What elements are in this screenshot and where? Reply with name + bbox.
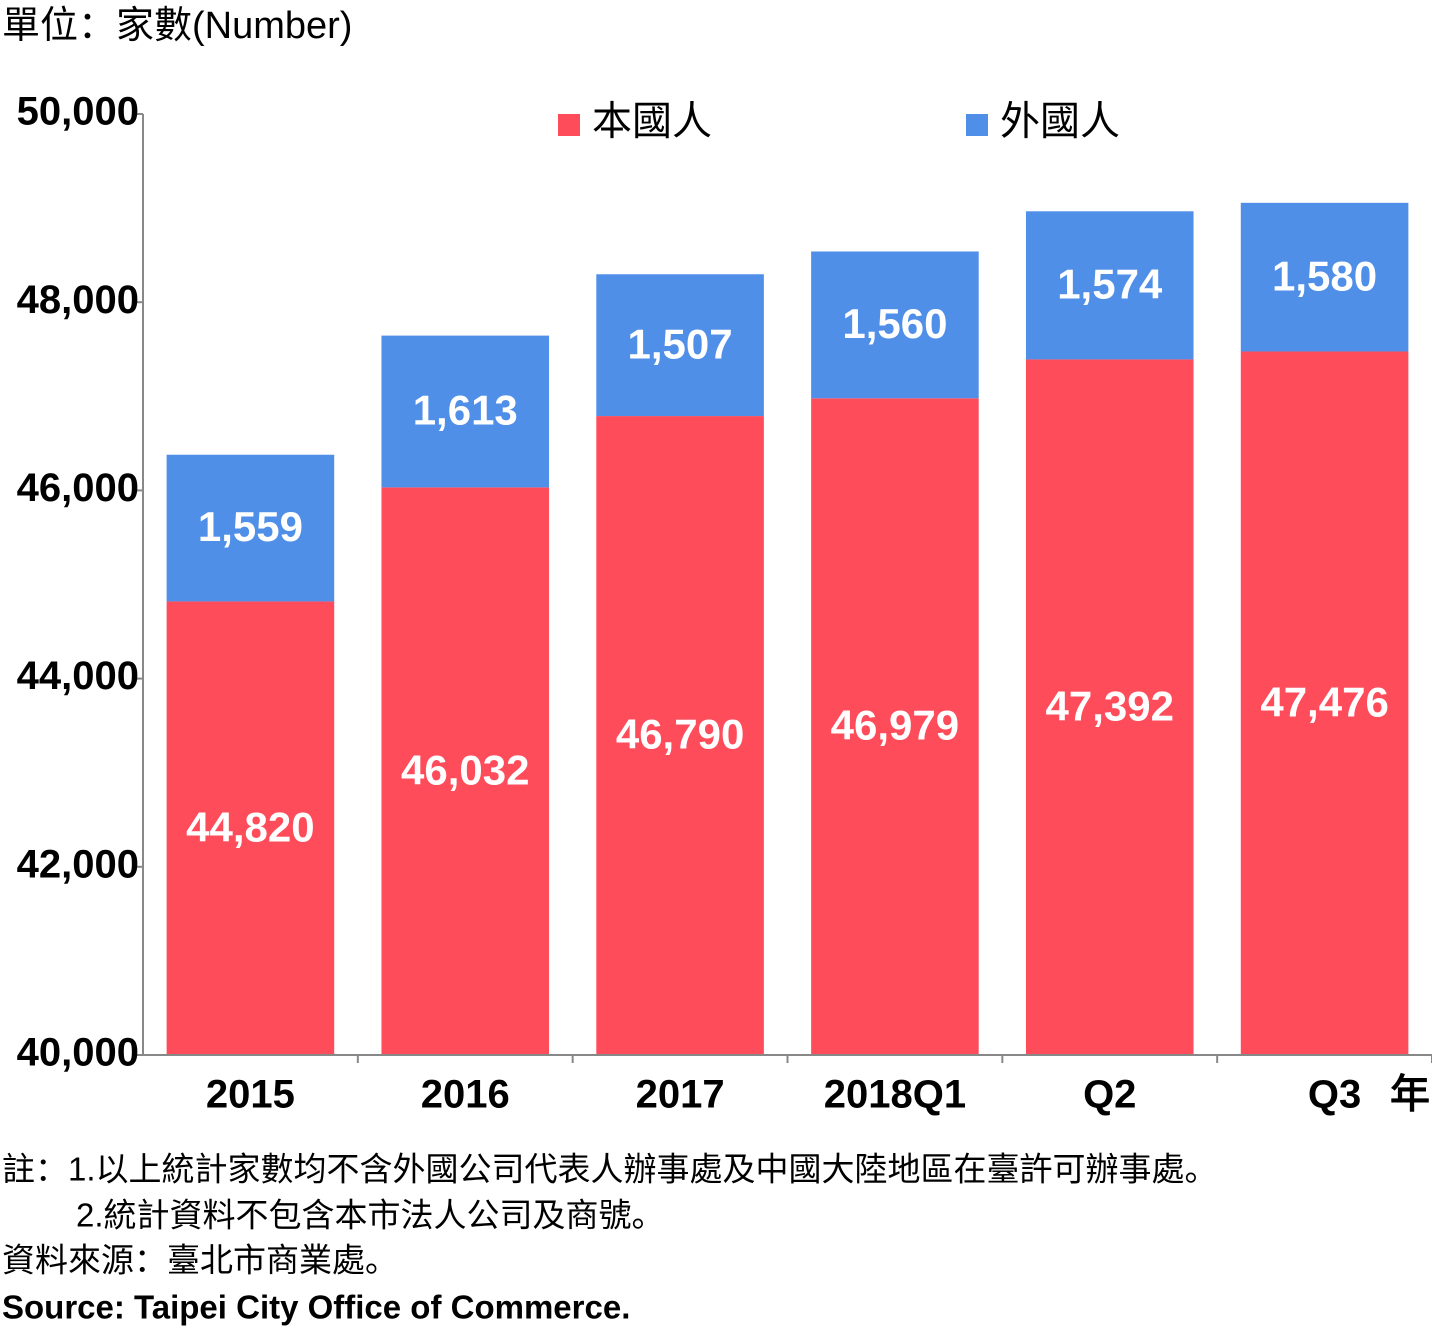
source: Source: Taipei City Office of Commerce. (2, 1289, 630, 1326)
y-tick-label: 46,000 (17, 466, 139, 510)
x-tick-label: Q3 (1308, 1073, 1361, 1117)
y-tick-label: 44,000 (17, 654, 139, 698)
bar-segment (381, 335, 550, 488)
y-tick-label: 40,000 (17, 1031, 139, 1075)
y-tick-label: 50,000 (17, 90, 139, 134)
x-tick-label: Q2 (1083, 1073, 1136, 1117)
bar-segment (1240, 202, 1409, 352)
bar-segment (166, 454, 335, 602)
x-tick-label: 2017 (636, 1073, 725, 1117)
bar-segment (1025, 211, 1194, 360)
data-label: 47,476 (1260, 678, 1388, 725)
x-tick-label: 2016 (421, 1073, 510, 1117)
bar-segment (1025, 359, 1194, 1055)
legend-swatch (966, 114, 988, 136)
y-tick-label: 48,000 (17, 278, 139, 322)
data-label: 44,820 (186, 803, 314, 850)
data-label: 1,580 (1272, 252, 1377, 299)
data-label: 1,560 (842, 300, 947, 347)
y-tick-label: 42,000 (17, 842, 139, 886)
bar-segment (381, 487, 550, 1055)
note: 註：1.以上統計家數均不含外國公司代表人辦事處及中國大陸地區在臺許可辦事處。 (2, 1151, 1218, 1188)
legend-label: 本國人 (592, 100, 712, 144)
legend-label: 外國人 (1000, 100, 1120, 144)
data-label: 46,032 (401, 746, 529, 793)
x-tick-label: 2018Q1 (824, 1073, 966, 1117)
data-label: 1,574 (1057, 260, 1163, 307)
bar-segment (811, 398, 979, 1055)
source: 資料來源：臺北市商業處。 (2, 1242, 398, 1279)
data-label: 1,507 (628, 320, 733, 367)
note: 2.統計資料不包含本市法人公司及商號。 (76, 1197, 665, 1234)
x-tick-label: 2015 (206, 1073, 295, 1117)
bar-segment (1240, 351, 1409, 1055)
data-label: 1,559 (198, 503, 303, 550)
legend-swatch (558, 114, 580, 136)
bar-segment (596, 416, 764, 1055)
bar-segment (811, 251, 979, 399)
data-label: 46,979 (831, 702, 959, 749)
x-axis-label: 年 (1390, 1073, 1430, 1117)
unit-label: 單位：家數(Number) (2, 5, 352, 47)
data-label: 46,790 (616, 711, 744, 758)
bar-segment (166, 601, 335, 1055)
data-label: 47,392 (1046, 682, 1174, 729)
bar-segment (596, 274, 764, 417)
data-label: 1,613 (413, 387, 518, 434)
